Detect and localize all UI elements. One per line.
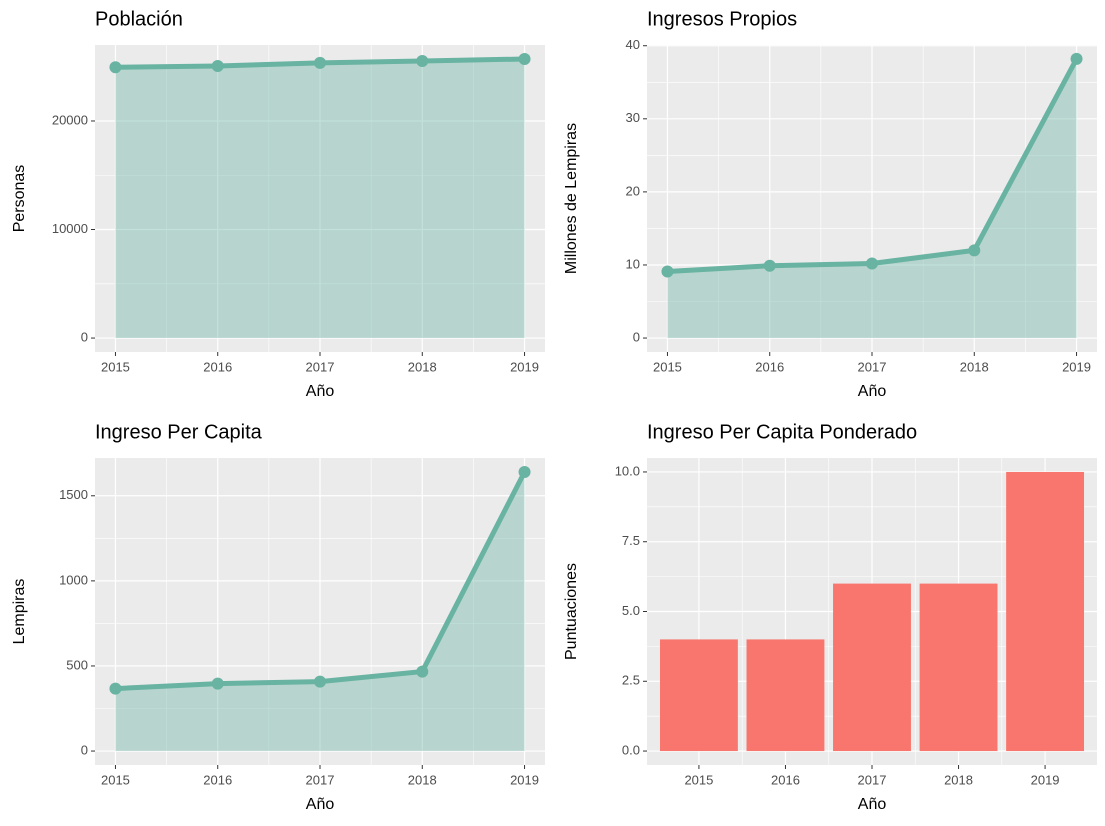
point [314,675,326,688]
chart-title: Ingreso Per Capita Ponderado [647,421,917,443]
point [518,465,531,478]
y-tick-label: 10000 [52,221,88,236]
y-tick-label: 1000 [59,572,88,587]
bar [659,639,738,752]
point [314,56,326,69]
x-tick-label: 2018 [408,772,437,787]
y-tick-label: 10 [626,256,640,271]
point [763,259,776,272]
x-tick-label: 2016 [755,359,784,374]
x-tick-label: 2016 [771,772,800,787]
x-axis-title: Año [858,796,887,813]
y-axis-title: Personas [11,165,28,233]
point [661,265,674,278]
point [109,682,122,695]
y-tick-label: 30 [626,110,640,125]
panel: Ingreso Per Capita Ponderado 0.0 2.5 5.0 7.5… [563,421,1097,813]
x-tick-label: 2017 [858,772,887,787]
y-tick-label: 0 [633,329,640,344]
y-tick-label: 0 [81,329,88,344]
panel: Ingresos Propios 0 10 20 30 40 Año Millones de … [563,8,1097,400]
panel: Población 0 10000 20000 Año Personas 2015 2016 2… [11,8,545,400]
x-tick-label: 2017 [306,772,335,787]
panel: Ingreso Per Capita 0 500 1000 1500 Año Lempira… [11,421,545,813]
x-tick-label: 2018 [960,359,989,374]
point [518,53,531,66]
x-tick-label: 2015 [101,359,130,374]
x-tick-label: 2019 [1031,772,1060,787]
x-axis-title: Año [306,796,335,813]
y-axis-title: Millones de Lempiras [563,123,580,274]
point [109,61,122,74]
chart-title: Ingresos Propios [647,8,797,30]
x-tick-label: 2017 [306,359,335,374]
y-tick-label: 40 [626,37,640,52]
y-tick-label: 1500 [59,487,88,502]
point [416,54,429,67]
y-tick-label: 500 [66,657,88,672]
y-tick-label: 5.0 [622,603,640,618]
y-tick-label: 20 [626,183,640,198]
area [115,471,525,752]
chart-title: Población [95,8,183,30]
point [211,59,224,72]
x-axis-title: Año [306,383,335,400]
y-axis-title: Lempiras [11,579,28,645]
point [1070,52,1083,65]
point [968,244,981,257]
chart-title: Ingreso Per Capita [95,421,263,443]
y-tick-label: 0.0 [622,742,640,757]
y-axis-title: Puntuaciones [563,563,580,660]
x-tick-label: 2015 [653,359,682,374]
bar [833,583,911,752]
y-tick-label: 2.5 [622,673,640,688]
point [211,677,224,690]
x-tick-label: 2016 [203,359,232,374]
y-tick-label: 20000 [52,112,88,127]
x-tick-label: 2019 [1062,359,1091,374]
point [416,665,429,678]
area [115,59,525,339]
x-tick-label: 2015 [684,772,713,787]
x-tick-label: 2018 [408,359,437,374]
x-tick-label: 2015 [101,772,130,787]
point [866,257,878,270]
bar [1006,471,1085,752]
y-tick-label: 10.0 [615,463,640,478]
x-tick-label: 2016 [203,772,232,787]
x-tick-label: 2019 [510,359,539,374]
bar [746,639,825,752]
x-axis-title: Año [858,383,887,400]
x-tick-label: 2018 [944,772,973,787]
y-tick-label: 7.5 [622,533,640,548]
x-tick-label: 2019 [510,772,539,787]
bar [919,583,998,752]
x-tick-label: 2017 [858,359,887,374]
y-tick-label: 0 [81,742,88,757]
